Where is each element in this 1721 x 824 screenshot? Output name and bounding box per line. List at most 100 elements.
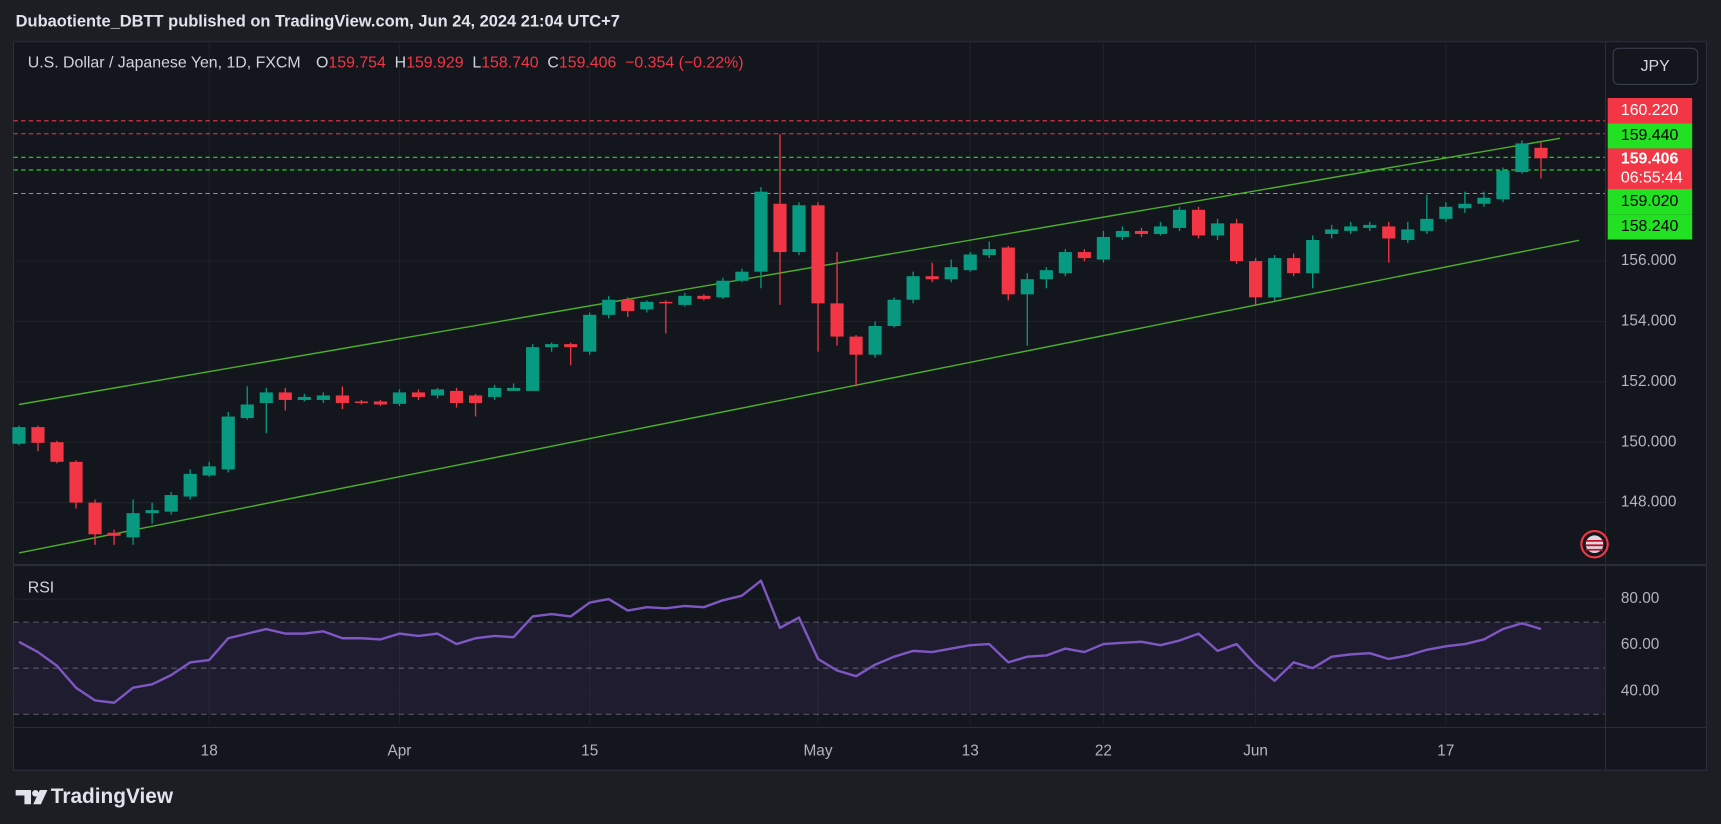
candle-body — [1363, 224, 1377, 228]
candle-body — [1534, 147, 1548, 159]
x-tick-label: 22 — [1095, 743, 1112, 760]
candle-body — [792, 205, 806, 253]
symbol-title: U.S. Dollar / Japanese Yen, 1D, FXCM — [28, 55, 301, 72]
candle-body — [88, 502, 102, 535]
close-price-label: 159.406 — [1621, 151, 1679, 168]
level-price-tag — [1607, 189, 1693, 215]
candle-body — [773, 203, 787, 253]
candle-body — [240, 404, 254, 419]
currency-button[interactable] — [1612, 47, 1699, 86]
candle-body — [335, 395, 349, 403]
brand-dot — [32, 789, 39, 797]
candle-body — [868, 326, 882, 355]
flag-stripes — [1585, 540, 1604, 551]
candle-body — [12, 427, 26, 444]
candle-body — [1058, 252, 1072, 274]
candle-body — [1496, 170, 1510, 200]
candle-body — [1268, 258, 1282, 298]
candle-body — [297, 396, 311, 400]
candle-body — [887, 299, 901, 327]
ohlc-letter: O — [316, 55, 328, 72]
candle-body — [678, 295, 692, 305]
candle-body — [392, 392, 407, 404]
candle-body — [183, 473, 197, 497]
candle-body — [1458, 203, 1472, 209]
candle-body — [145, 510, 159, 514]
level-price-label: 158.240 — [1621, 218, 1679, 235]
y-tick-label: 152.000 — [1621, 373, 1677, 390]
channel-line — [18, 137, 1561, 406]
candle-body — [449, 390, 464, 403]
candle-body — [564, 344, 578, 348]
candle-body — [640, 301, 654, 310]
candle-body — [830, 303, 844, 337]
candle-body — [1096, 236, 1110, 260]
ohlc-letter: C — [547, 55, 558, 72]
x-tick-label: Apr — [388, 743, 412, 760]
candle-body — [697, 295, 711, 299]
y-tick-label: 150.000 — [1621, 433, 1677, 450]
candle-body — [1001, 247, 1015, 295]
candle-body — [1210, 223, 1225, 236]
y-tick-label: 40.00 — [1621, 682, 1659, 699]
x-tick-label: May — [804, 743, 833, 760]
y-tick-label: 60.00 — [1621, 636, 1659, 653]
candle-body — [259, 392, 273, 403]
flag-icon[interactable] — [1580, 529, 1609, 559]
candle-body — [1077, 252, 1091, 259]
candle-body — [411, 392, 426, 397]
candle-body — [545, 344, 559, 348]
x-tick-label: 17 — [1437, 743, 1454, 760]
candle-body — [849, 336, 863, 355]
candle-body — [963, 254, 977, 271]
candle-body — [583, 314, 597, 352]
change-value: −0.354 (−0.22%) — [625, 55, 743, 72]
candle-body — [754, 191, 768, 272]
channel-line — [18, 239, 1580, 554]
candle-body — [1344, 226, 1358, 231]
candle-body — [221, 416, 235, 470]
candle-body — [602, 299, 616, 315]
y-tick-label: 154.000 — [1621, 313, 1677, 330]
candle-body — [1115, 230, 1130, 237]
x-tick-label: 15 — [581, 743, 598, 760]
candle-body — [1134, 230, 1149, 234]
ohlc-letter: H — [395, 55, 406, 72]
candle-body — [1229, 223, 1244, 262]
x-tick-label: 13 — [962, 743, 979, 760]
candle-body — [716, 280, 730, 298]
rsi-title: RSI — [28, 579, 55, 596]
candle-body — [164, 495, 178, 512]
candle-body — [1420, 218, 1434, 231]
candle-body — [621, 299, 635, 311]
candle-body — [430, 389, 445, 396]
candle-body — [316, 395, 330, 400]
brand-mark — [15, 789, 48, 805]
candle-body — [1382, 226, 1396, 239]
candle-body — [1325, 229, 1339, 234]
candle-body — [735, 271, 749, 281]
candle-body — [1306, 239, 1320, 274]
x-tick-label: Jun — [1243, 743, 1268, 760]
ohlc-value: 159.754 — [328, 55, 386, 72]
flag-face — [1585, 535, 1604, 553]
candle-body — [526, 347, 540, 391]
ohlc-value: 159.929 — [406, 55, 464, 72]
candle-body — [1439, 206, 1453, 219]
x-tick-label: 18 — [201, 743, 218, 760]
brand-logo[interactable]: TradingView — [15, 785, 174, 808]
candle-body — [811, 205, 825, 304]
level-price-tag — [1607, 97, 1693, 124]
countdown-label: 06:55:44 — [1621, 169, 1683, 186]
y-tick-label: 80.00 — [1621, 590, 1659, 607]
candle-body — [1287, 258, 1301, 274]
plot — [12, 120, 1606, 715]
candle-body — [468, 395, 483, 403]
candle-body — [126, 513, 140, 538]
candle-body — [1020, 279, 1034, 295]
brand-text: TradingView — [51, 785, 174, 808]
candle-body — [373, 401, 388, 405]
candle-body — [659, 301, 673, 304]
close-price-tag — [1607, 148, 1693, 190]
